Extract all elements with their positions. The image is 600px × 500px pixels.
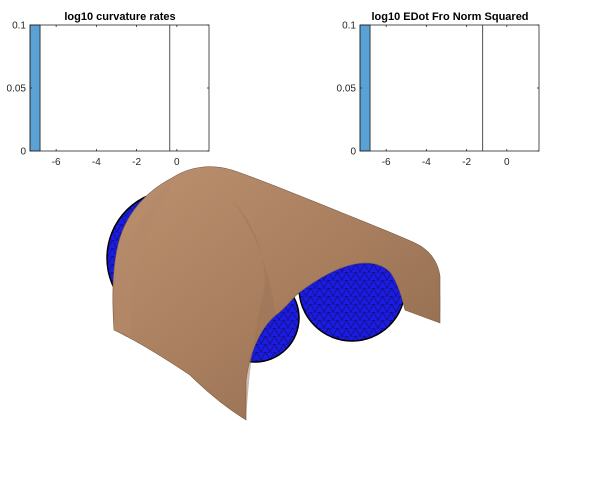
x-tick-label: 0 <box>504 157 510 168</box>
chart-title-1: log10 curvature rates <box>64 11 175 23</box>
x-tick-label: -4 <box>422 157 431 168</box>
x-tick-label: -6 <box>52 157 61 168</box>
x-tick-label: -6 <box>382 157 391 168</box>
chart-title-2: log10 EDot Fro Norm Squared <box>371 11 528 23</box>
y-tick-label: 0 <box>350 147 356 158</box>
deformable-sheet <box>112 166 441 421</box>
y-tick-label: 0.1 <box>342 21 356 32</box>
y-tick-label: 0 <box>20 147 26 158</box>
y-tick-label: 0.05 <box>337 84 357 95</box>
3d-scene <box>106 166 441 421</box>
histogram-edot-fro-norm: log10 EDot Fro Norm Squared -6 -4 -2 0 0 0.0… <box>337 11 540 168</box>
x-tick-label: -2 <box>132 157 141 168</box>
x-tick-label: -2 <box>462 157 471 168</box>
axes-box <box>29 24 210 152</box>
x-tick-label: 0 <box>174 157 180 168</box>
histogram-curvature-rates: log10 curvature rates -6 -4 -2 0 0 0.05 0.1 <box>7 11 210 168</box>
y-tick-label: 0.05 <box>7 84 27 95</box>
x-tick-label: -4 <box>92 157 101 168</box>
y-tick-label: 0.1 <box>12 21 26 32</box>
axes-box <box>359 24 540 152</box>
